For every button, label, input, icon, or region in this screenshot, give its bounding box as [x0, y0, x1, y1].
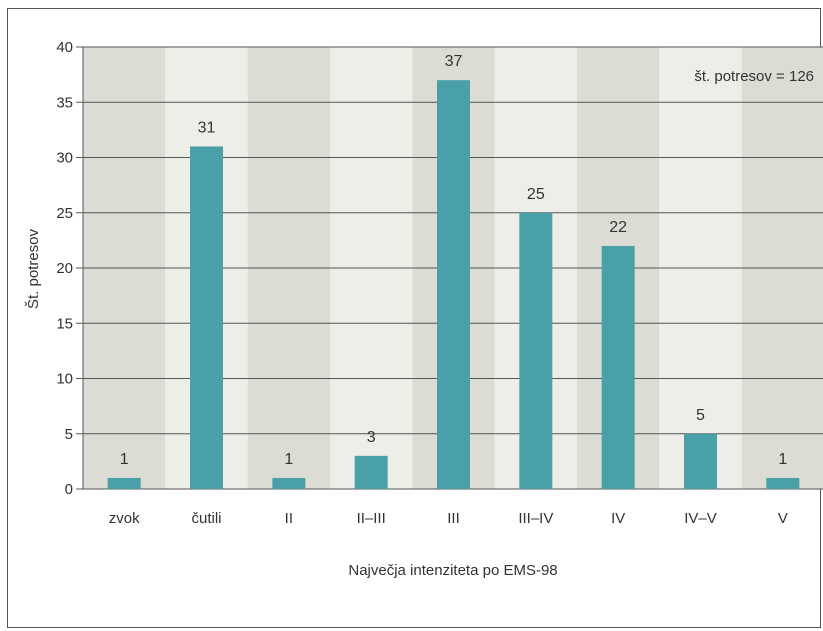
axes	[76, 46, 84, 490]
bar	[684, 433, 717, 489]
x-axis-title: Največja intenziteta po EMS-98	[348, 562, 557, 579]
y-tick-label: 25	[56, 205, 73, 222]
data-label: 1	[778, 451, 787, 468]
data-label: 5	[696, 407, 705, 424]
bar	[766, 477, 800, 489]
bar	[354, 455, 388, 489]
bar	[272, 477, 306, 489]
x-tick-label: zvok	[109, 510, 140, 527]
x-tick-label: II–III	[357, 510, 386, 527]
x-tick-label: IV–V	[684, 510, 717, 527]
x-tick-label: III–IV	[518, 510, 553, 527]
x-tick-label: V	[778, 510, 788, 527]
total-count-annotation: št. potresov = 126	[694, 68, 814, 85]
data-label: 25	[527, 186, 545, 203]
bar	[519, 212, 553, 489]
data-label: 37	[445, 53, 463, 70]
data-label: 22	[609, 219, 627, 236]
bar	[601, 245, 635, 489]
bar	[107, 477, 141, 489]
y-tick-label: 10	[56, 371, 73, 388]
data-label: 1	[284, 451, 293, 468]
x-tick-label: IV	[611, 510, 625, 527]
x-tick-label: čutili	[191, 510, 221, 527]
data-labels: 1 31 1 3 37 25 22 5 1	[120, 53, 788, 468]
x-tick-label: III	[447, 510, 460, 527]
y-tick-label: 35	[56, 94, 73, 111]
bar	[190, 146, 223, 489]
y-tick-label: 30	[56, 150, 73, 167]
x-tick-labels: zvok čutili II II–III III III–IV IV IV–V V	[109, 510, 788, 527]
bar	[437, 80, 470, 490]
y-tick-label: 20	[56, 260, 73, 277]
y-tick-labels: 0 5 10 15 20 25 30 35 40	[56, 39, 73, 498]
x-tick-label: II	[285, 510, 293, 527]
data-label: 3	[367, 429, 376, 446]
y-axis-title: Št. potresov	[25, 228, 42, 309]
y-tick-label: 40	[56, 39, 73, 56]
bars	[107, 80, 800, 490]
data-label: 31	[198, 119, 216, 136]
y-tick-label: 0	[65, 481, 73, 498]
y-tick-label: 15	[56, 315, 73, 332]
data-label: 1	[120, 451, 129, 468]
y-tick-label: 5	[65, 426, 73, 443]
